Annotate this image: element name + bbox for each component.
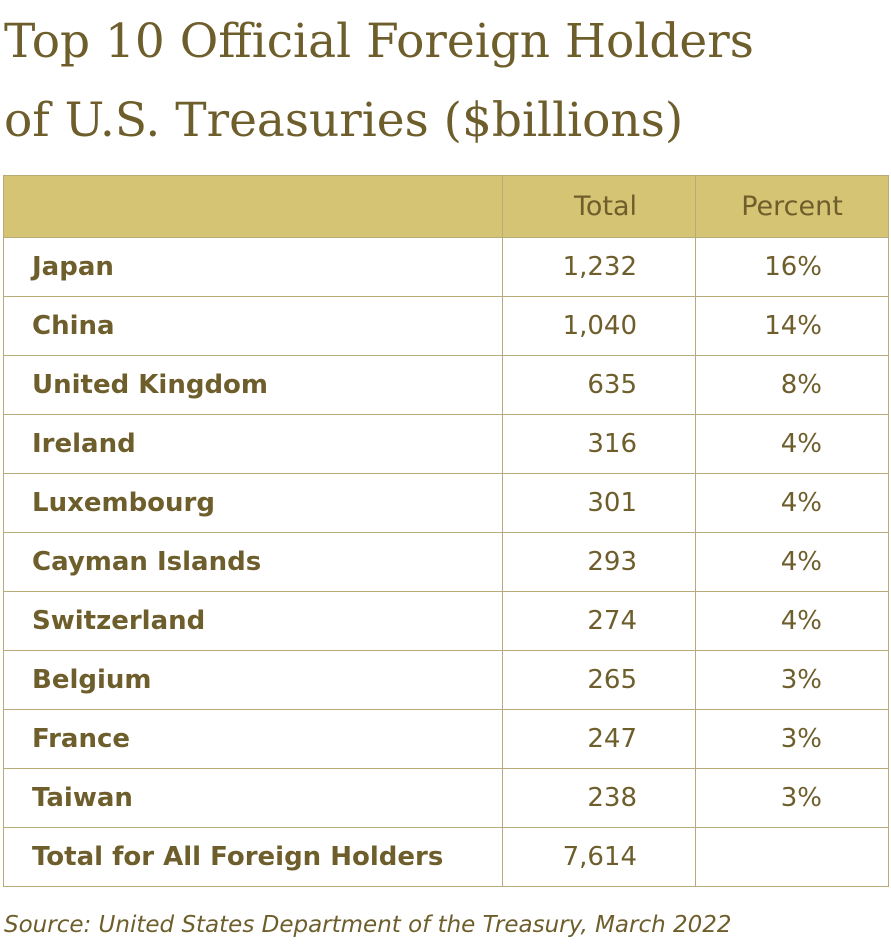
country-cell: Ireland bbox=[3, 414, 503, 474]
table-row: Cayman Islands 293 4% bbox=[3, 532, 889, 592]
percent-cell: 4% bbox=[695, 591, 889, 651]
country-cell: Belgium bbox=[3, 650, 503, 710]
total-cell: 301 bbox=[502, 473, 696, 533]
table-header-row: Total Percent bbox=[3, 175, 889, 238]
total-row-percent bbox=[695, 827, 889, 887]
total-cell: 635 bbox=[502, 355, 696, 415]
header-percent: Percent bbox=[695, 175, 889, 238]
total-cell: 1,232 bbox=[502, 237, 696, 297]
holders-table: Total Percent Japan 1,232 16% China 1,04… bbox=[3, 175, 889, 887]
country-cell: Luxembourg bbox=[3, 473, 503, 533]
total-cell: 1,040 bbox=[502, 296, 696, 356]
country-cell: United Kingdom bbox=[3, 355, 503, 415]
percent-cell: 4% bbox=[695, 414, 889, 474]
percent-cell: 3% bbox=[695, 768, 889, 828]
percent-cell: 3% bbox=[695, 650, 889, 710]
country-cell: France bbox=[3, 709, 503, 769]
total-cell: 247 bbox=[502, 709, 696, 769]
table-row: United Kingdom 635 8% bbox=[3, 355, 889, 415]
table-row: Luxembourg 301 4% bbox=[3, 473, 889, 533]
table-row: Japan 1,232 16% bbox=[3, 237, 889, 297]
total-cell: 293 bbox=[502, 532, 696, 592]
table-row: Taiwan 238 3% bbox=[3, 768, 889, 828]
source-note: Source: United States Department of the … bbox=[4, 912, 732, 938]
percent-cell: 16% bbox=[695, 237, 889, 297]
total-cell: 265 bbox=[502, 650, 696, 710]
title-line-1: Top 10 Official Foreign Holders bbox=[4, 14, 754, 69]
table-body: Japan 1,232 16% China 1,040 14% United K… bbox=[3, 237, 889, 887]
header-total: Total bbox=[502, 175, 696, 238]
total-cell: 316 bbox=[502, 414, 696, 474]
page-title: Top 10 Official Foreign Holders of U.S. … bbox=[4, 2, 884, 160]
percent-cell: 14% bbox=[695, 296, 889, 356]
percent-cell: 3% bbox=[695, 709, 889, 769]
holders-table-container: Total Percent Japan 1,232 16% China 1,04… bbox=[3, 175, 889, 887]
table-row: China 1,040 14% bbox=[3, 296, 889, 356]
total-cell: 238 bbox=[502, 768, 696, 828]
percent-cell: 4% bbox=[695, 532, 889, 592]
country-cell: Cayman Islands bbox=[3, 532, 503, 592]
percent-cell: 8% bbox=[695, 355, 889, 415]
header-country bbox=[3, 175, 503, 238]
title-line-2: of U.S. Treasuries ($billions) bbox=[4, 93, 684, 148]
country-cell: China bbox=[3, 296, 503, 356]
total-row-label: Total for All Foreign Holders bbox=[3, 827, 503, 887]
table-row: Belgium 265 3% bbox=[3, 650, 889, 710]
table-row: France 247 3% bbox=[3, 709, 889, 769]
country-cell: Japan bbox=[3, 237, 503, 297]
percent-cell: 4% bbox=[695, 473, 889, 533]
total-row-value: 7,614 bbox=[502, 827, 696, 887]
total-row: Total for All Foreign Holders 7,614 bbox=[3, 827, 889, 887]
country-cell: Switzerland bbox=[3, 591, 503, 651]
table-row: Ireland 316 4% bbox=[3, 414, 889, 474]
country-cell: Taiwan bbox=[3, 768, 503, 828]
table-row: Switzerland 274 4% bbox=[3, 591, 889, 651]
total-cell: 274 bbox=[502, 591, 696, 651]
